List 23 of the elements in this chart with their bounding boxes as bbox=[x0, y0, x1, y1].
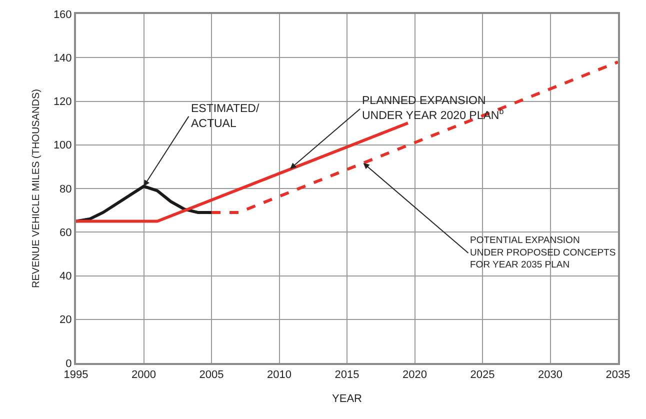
y-tick-label: 80 bbox=[60, 183, 72, 196]
x-tick-label: 2000 bbox=[132, 369, 156, 382]
x-tick-label: 1995 bbox=[64, 369, 88, 382]
x-tick-label: 2025 bbox=[470, 369, 495, 382]
y-tick-label: 120 bbox=[53, 96, 72, 108]
annotation: ESTIMATED/ ACTUAL bbox=[191, 103, 260, 130]
y-tick-label: 160 bbox=[53, 8, 72, 21]
x-tick-label: 2010 bbox=[267, 369, 292, 382]
x-tick-label: 2020 bbox=[402, 369, 427, 382]
x-tick-label: 2015 bbox=[334, 369, 360, 382]
y-tick-label: 60 bbox=[60, 226, 72, 239]
y-tick-label: 100 bbox=[53, 140, 72, 152]
y-tick-label: 0 bbox=[66, 358, 72, 370]
y-tick-label: 20 bbox=[60, 314, 72, 326]
x-tick-label: 2005 bbox=[199, 369, 224, 382]
y-tick-label: 40 bbox=[60, 270, 72, 283]
x-tick-label: 2035 bbox=[606, 369, 630, 382]
annotation: PLANNED EXPANSION UNDER YEAR 2020 PLAN$^{b}$ bbox=[362, 95, 504, 122]
x-tick-label: 2030 bbox=[538, 369, 562, 382]
y-tick-label: 140 bbox=[53, 52, 72, 64]
y-axis-title: REVENUE VEHICLE MILES (THOUSANDS) bbox=[30, 89, 42, 288]
annotation: POTENTIAL EXPANSION UNDER PROPOSED CONCEPTS FOR YEAR 2035 PLAN bbox=[470, 235, 616, 271]
x-axis-title: YEAR bbox=[332, 392, 362, 405]
